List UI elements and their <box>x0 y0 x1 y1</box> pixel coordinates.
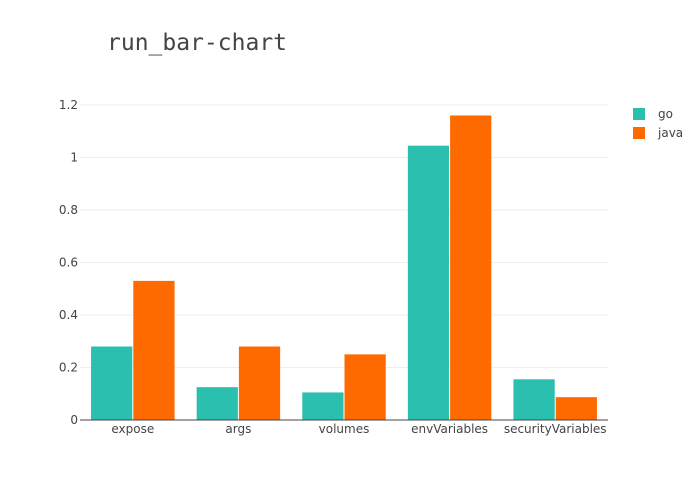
x-tick-label: envVariables <box>411 422 488 436</box>
y-tick-label: 1.2 <box>59 98 78 112</box>
bar-go-envVariables <box>407 145 450 420</box>
y-tick-label: 1 <box>70 151 78 165</box>
bar-java-securityVariables <box>555 397 597 420</box>
bars <box>91 115 597 420</box>
bar-go-args <box>196 387 238 420</box>
bar-java-args <box>238 346 281 420</box>
bar-java-volumes <box>344 354 386 420</box>
y-tick-label: 0.4 <box>59 308 78 322</box>
legend-swatch-go <box>633 108 645 120</box>
x-tick-label: args <box>225 422 251 436</box>
y-tick-label: 0.8 <box>59 203 78 217</box>
chart-title: run_bar-chart <box>107 30 287 56</box>
legend: go java <box>633 107 683 140</box>
x-axis-ticks: expose args volumes envVariables securityVar… <box>111 422 606 436</box>
legend-swatch-java <box>633 127 645 139</box>
y-tick-label: 0 <box>70 413 78 427</box>
legend-label: go <box>658 107 673 121</box>
bar-java-envVariables <box>450 115 492 420</box>
bar-go-securityVariables <box>513 379 555 420</box>
x-tick-label: securityVariables <box>504 422 607 436</box>
x-tick-label: expose <box>111 422 154 436</box>
bar-go-expose <box>91 346 133 420</box>
y-axis-ticks: 0 0.2 0.4 0.6 0.8 1 1.2 <box>59 98 78 427</box>
x-tick-label: volumes <box>319 422 370 436</box>
bar-java-expose <box>133 280 175 420</box>
y-tick-label: 0.2 <box>59 361 78 375</box>
y-tick-label: 0.6 <box>59 256 78 270</box>
legend-label: java <box>657 126 683 140</box>
bar-go-volumes <box>302 392 344 420</box>
